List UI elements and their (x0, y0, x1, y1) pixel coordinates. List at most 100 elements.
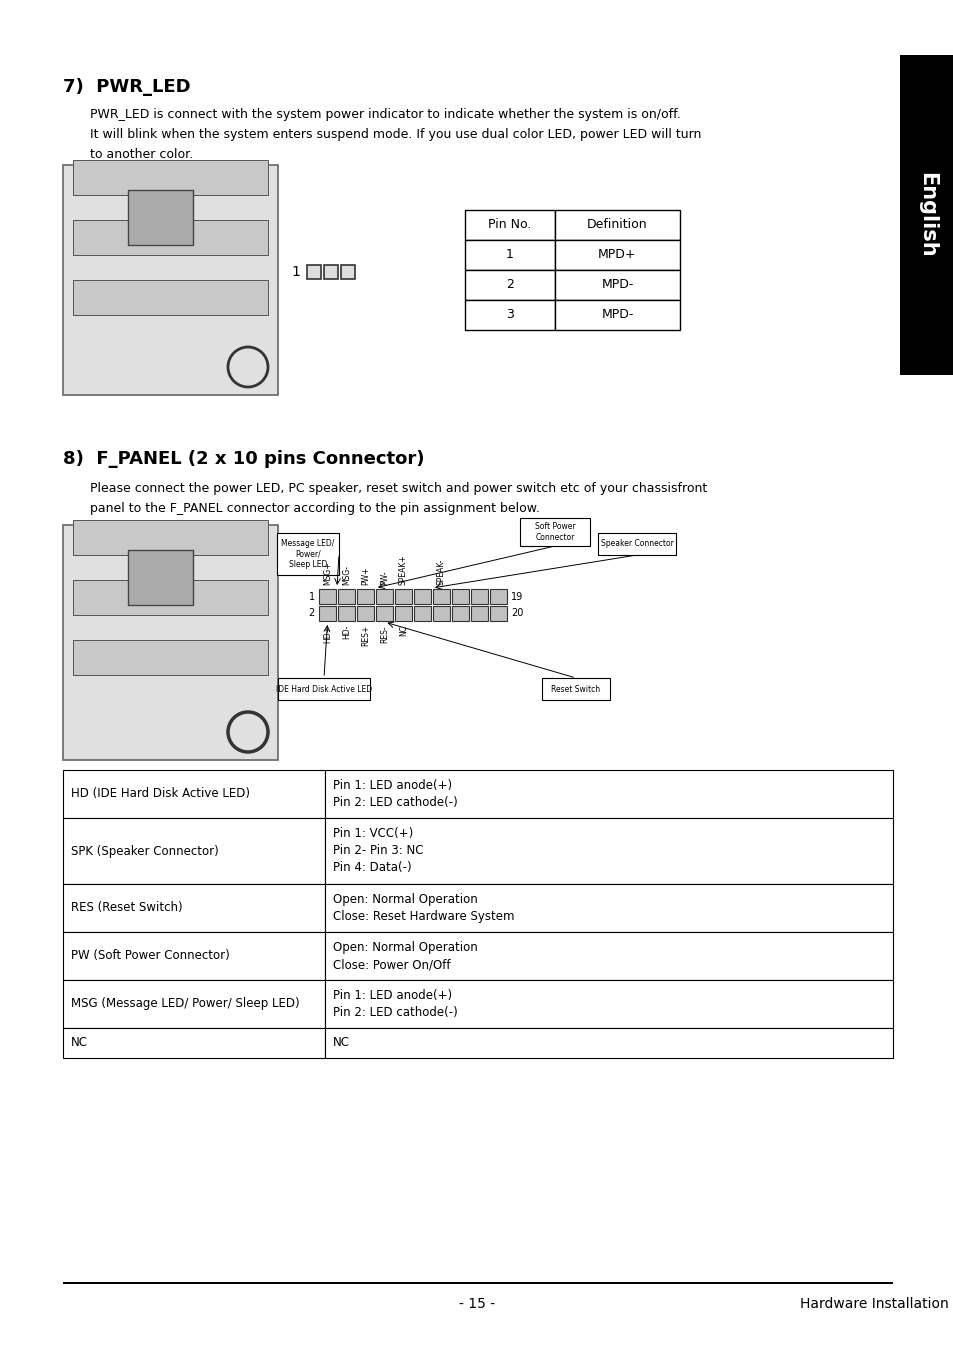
Bar (73, 580, 268, 615)
Bar (490, 589, 506, 604)
Bar (395, 589, 412, 604)
Text: Pin 2: LED cathode(-): Pin 2: LED cathode(-) (333, 796, 457, 808)
Text: Open: Normal Operation: Open: Normal Operation (333, 941, 477, 955)
Text: RES-: RES- (379, 625, 389, 642)
Text: Please connect the power LED, PC speaker, reset switch and power switch etc of y: Please connect the power LED, PC speaker… (90, 483, 706, 495)
Bar (337, 589, 355, 604)
Text: Open: Normal Operation: Open: Normal Operation (333, 894, 477, 906)
Bar (471, 606, 488, 621)
Bar (356, 589, 374, 604)
Text: NC: NC (333, 1037, 350, 1049)
Text: 20: 20 (511, 608, 523, 618)
Bar (128, 191, 193, 245)
Bar (307, 265, 320, 279)
Bar (490, 606, 506, 621)
Bar (340, 265, 355, 279)
Bar (63, 771, 325, 818)
Text: PW (Soft Power Connector): PW (Soft Power Connector) (71, 949, 230, 963)
Text: MPD-: MPD- (600, 308, 633, 322)
Text: 3: 3 (505, 308, 514, 322)
Bar (324, 265, 337, 279)
Text: 1: 1 (505, 249, 514, 261)
Text: MSG-: MSG- (341, 565, 351, 585)
Bar (277, 677, 370, 700)
Bar (899, 55, 953, 375)
Text: Reset Switch: Reset Switch (551, 684, 600, 694)
Bar (452, 589, 469, 604)
Text: 2: 2 (309, 608, 314, 618)
Text: Definition: Definition (587, 219, 647, 231)
Bar (325, 932, 892, 980)
Text: Pin 1: LED anode(+): Pin 1: LED anode(+) (333, 990, 452, 1002)
Bar (325, 818, 892, 884)
Bar (356, 606, 374, 621)
Text: MSG (Message LED/ Power/ Sleep LED): MSG (Message LED/ Power/ Sleep LED) (71, 998, 299, 1010)
Bar (541, 677, 609, 700)
Bar (325, 771, 892, 818)
Bar (63, 1028, 325, 1059)
Bar (73, 280, 268, 315)
Text: HD (IDE Hard Disk Active LED): HD (IDE Hard Disk Active LED) (71, 787, 250, 800)
Bar (63, 932, 325, 980)
Bar (63, 980, 325, 1028)
Bar (464, 270, 555, 300)
Bar (414, 606, 431, 621)
Text: Pin 4: Data(-): Pin 4: Data(-) (333, 861, 411, 875)
Text: - 15 -: - 15 - (458, 1297, 495, 1311)
Bar (337, 606, 355, 621)
Text: Pin 1: LED anode(+): Pin 1: LED anode(+) (333, 779, 452, 792)
Bar (433, 606, 450, 621)
Text: to another color.: to another color. (90, 147, 193, 161)
Bar (375, 606, 393, 621)
Text: HD-: HD- (341, 625, 351, 639)
Bar (555, 241, 679, 270)
Text: NC: NC (398, 625, 408, 635)
Bar (395, 606, 412, 621)
Bar (63, 165, 277, 395)
Text: MSG+: MSG+ (323, 561, 332, 585)
Text: MPD-: MPD- (600, 279, 633, 292)
Text: NC: NC (71, 1037, 88, 1049)
Bar (433, 589, 450, 604)
Bar (63, 818, 325, 884)
Text: Close: Power On/Off: Close: Power On/Off (333, 959, 450, 971)
Text: HD+: HD+ (323, 625, 332, 644)
Bar (73, 160, 268, 195)
Text: PWR_LED is connect with the system power indicator to indicate whether the syste: PWR_LED is connect with the system power… (90, 108, 680, 120)
Text: SPK (Speaker Connector): SPK (Speaker Connector) (71, 845, 218, 857)
Bar (598, 533, 676, 556)
Bar (276, 533, 338, 575)
Text: Message LED/
Power/
Sleep LED: Message LED/ Power/ Sleep LED (281, 539, 335, 569)
Text: English: English (916, 172, 936, 258)
Bar (471, 589, 488, 604)
Text: Close: Reset Hardware System: Close: Reset Hardware System (333, 910, 514, 923)
Bar (555, 270, 679, 300)
Text: SPEAK-: SPEAK- (436, 558, 446, 585)
Bar (63, 1282, 892, 1283)
Text: 7)  PWR_LED: 7) PWR_LED (63, 78, 191, 96)
Bar (325, 884, 892, 932)
Text: 1: 1 (309, 592, 314, 602)
Text: PW+: PW+ (360, 566, 370, 585)
Text: 1: 1 (291, 265, 299, 279)
Bar (128, 550, 193, 604)
Text: Hardware Installation Process: Hardware Installation Process (800, 1297, 953, 1311)
Bar (519, 518, 589, 546)
Bar (555, 210, 679, 241)
Bar (555, 300, 679, 330)
Text: Soft Power
Connector: Soft Power Connector (534, 522, 575, 542)
Bar (73, 220, 268, 256)
Text: RES+: RES+ (360, 625, 370, 646)
Text: Pin 1: VCC(+): Pin 1: VCC(+) (333, 827, 413, 841)
Text: IDE Hard Disk Active LED: IDE Hard Disk Active LED (275, 684, 372, 694)
Text: 8)  F_PANEL (2 x 10 pins Connector): 8) F_PANEL (2 x 10 pins Connector) (63, 450, 424, 468)
Bar (464, 300, 555, 330)
Text: panel to the F_PANEL connector according to the pin assignment below.: panel to the F_PANEL connector according… (90, 502, 539, 515)
Text: 19: 19 (511, 592, 522, 602)
Bar (452, 606, 469, 621)
Bar (63, 884, 325, 932)
Bar (63, 525, 277, 760)
Bar (318, 589, 335, 604)
Text: Pin 2- Pin 3: NC: Pin 2- Pin 3: NC (333, 845, 423, 857)
Bar (375, 589, 393, 604)
